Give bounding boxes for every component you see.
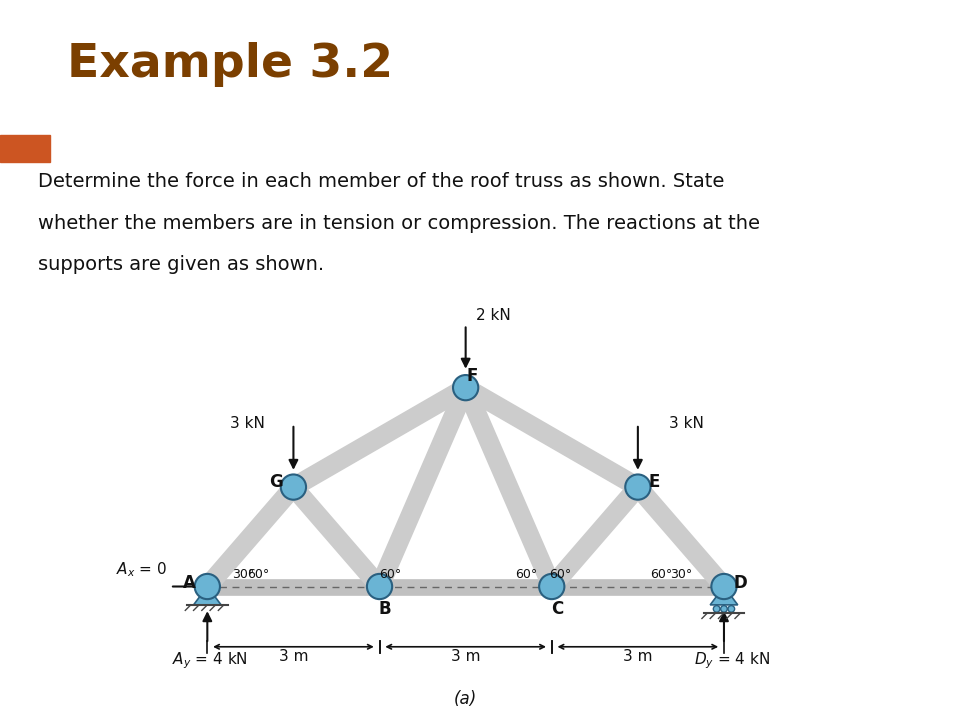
Text: E: E [648, 474, 660, 492]
Text: 2 kN: 2 kN [476, 308, 511, 323]
Text: 60°: 60° [247, 568, 269, 581]
Text: $D_y$ = 4 kN: $D_y$ = 4 kN [694, 650, 771, 671]
Text: B: B [379, 600, 392, 618]
Text: 60°: 60° [650, 568, 672, 581]
Circle shape [453, 375, 478, 400]
Text: 3 kN: 3 kN [230, 416, 265, 431]
Text: C: C [551, 600, 564, 618]
Circle shape [721, 606, 728, 612]
Circle shape [713, 606, 720, 612]
Text: 60°: 60° [515, 568, 537, 581]
Text: F: F [467, 367, 478, 385]
Text: A: A [182, 574, 196, 592]
Polygon shape [710, 587, 737, 605]
Circle shape [281, 474, 306, 500]
Circle shape [195, 574, 220, 599]
Text: 60°: 60° [379, 568, 401, 581]
Text: Example 3.2: Example 3.2 [67, 42, 394, 87]
Text: 3 m: 3 m [451, 649, 480, 664]
Text: $A_x$ = 0: $A_x$ = 0 [116, 560, 167, 579]
Text: 60°: 60° [549, 568, 571, 581]
Text: Determine the force in each member of the roof truss as shown. State: Determine the force in each member of th… [38, 172, 725, 191]
Circle shape [711, 574, 736, 599]
Text: 30°: 30° [670, 568, 692, 581]
Text: (a): (a) [454, 690, 477, 708]
Circle shape [540, 574, 564, 599]
Text: whether the members are in tension or compression. The reactions at the: whether the members are in tension or co… [38, 214, 760, 233]
Circle shape [728, 606, 734, 612]
Text: D: D [733, 574, 747, 592]
Bar [0, 135, 50, 162]
Text: 3 kN: 3 kN [669, 416, 704, 431]
Text: supports are given as shown.: supports are given as shown. [38, 256, 324, 274]
Circle shape [367, 574, 393, 599]
Text: 3 m: 3 m [623, 649, 653, 664]
Text: 3 m: 3 m [278, 649, 308, 664]
Polygon shape [194, 587, 221, 605]
Text: 30°: 30° [231, 568, 254, 581]
Text: G: G [270, 474, 283, 492]
Text: $A_y$ = 4 kN: $A_y$ = 4 kN [173, 650, 248, 671]
Circle shape [625, 474, 651, 500]
